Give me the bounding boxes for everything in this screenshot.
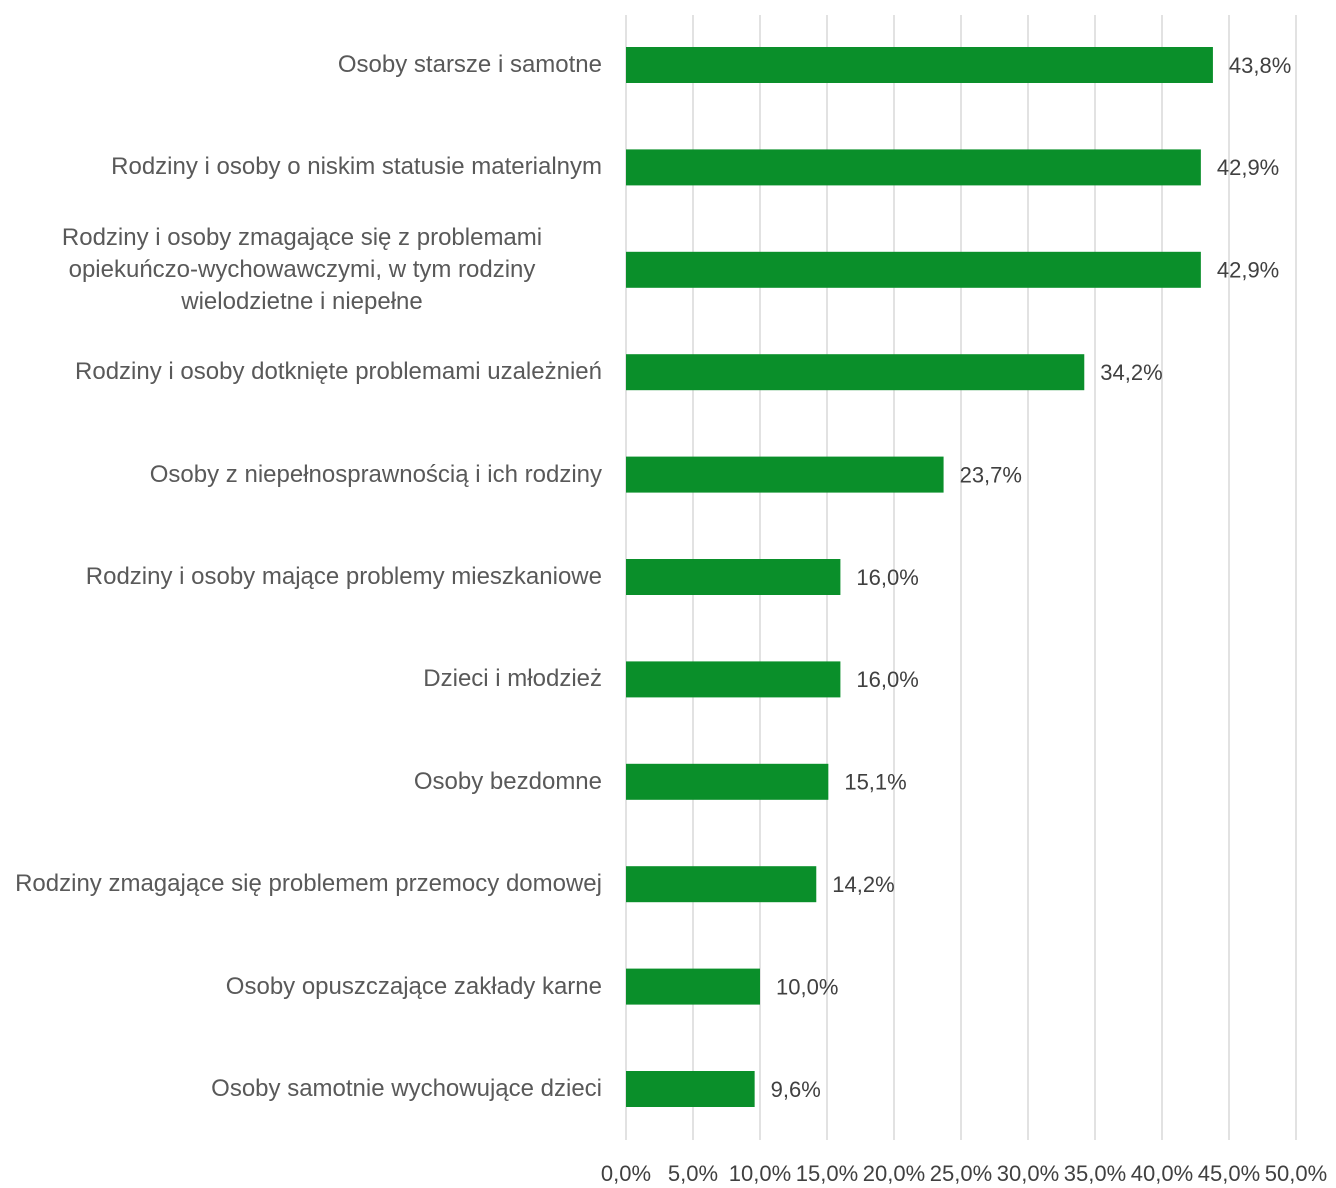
y-tick-label: Rodziny i osoby zmagające się z problema… bbox=[61, 223, 543, 315]
bar bbox=[626, 763, 829, 800]
y-tick-label: Osoby opuszczające zakłady karne bbox=[225, 972, 602, 1000]
x-tick-label: 20,0% bbox=[863, 1161, 925, 1186]
value-label: 16,0% bbox=[856, 667, 918, 692]
bar bbox=[626, 968, 760, 1005]
value-label: 15,1% bbox=[844, 770, 906, 795]
bar bbox=[626, 661, 841, 698]
value-label: 16,0% bbox=[856, 565, 918, 590]
category-label-box: Rodziny zmagające się problemem przemocy… bbox=[0, 834, 602, 934]
x-tick-label: 0,0% bbox=[601, 1161, 651, 1186]
y-tick-label: Rodziny zmagające się problemem przemocy… bbox=[15, 870, 602, 898]
bar bbox=[626, 354, 1085, 391]
value-label: 42,9% bbox=[1217, 258, 1279, 283]
x-tick-label: 35,0% bbox=[1064, 1161, 1126, 1186]
category-label-box: Osoby z niepełnosprawnością i ich rodzin… bbox=[0, 425, 602, 525]
y-tick-label: Osoby z niepełnosprawnością i ich rodzin… bbox=[149, 460, 602, 488]
category-label-box: Osoby samotnie wychowujące dzieci bbox=[0, 1039, 602, 1139]
bar bbox=[626, 559, 841, 595]
category-label-box: Rodziny i osoby zmagające się z problema… bbox=[0, 220, 602, 320]
bar bbox=[626, 47, 1213, 83]
x-tick-label: 15,0% bbox=[796, 1161, 858, 1186]
x-tick-label: 25,0% bbox=[930, 1161, 992, 1186]
bar bbox=[626, 149, 1201, 186]
y-tick-label: Osoby starsze i samotne bbox=[337, 51, 602, 78]
category-label-box: Dzieci i młodzież bbox=[0, 629, 602, 729]
category-label-box: Rodziny i osoby dotknięte problemami uza… bbox=[0, 322, 602, 422]
value-label: 42,9% bbox=[1217, 155, 1279, 180]
bar bbox=[626, 251, 1201, 288]
value-label: 14,2% bbox=[832, 872, 894, 897]
x-tick-label: 10,0% bbox=[729, 1161, 791, 1186]
x-tick-label: 5,0% bbox=[668, 1161, 718, 1186]
value-label: 43,8% bbox=[1229, 53, 1291, 78]
value-label: 10,0% bbox=[776, 974, 838, 999]
y-tick-label: Osoby bezdomne bbox=[413, 767, 602, 795]
category-label-box: Osoby opuszczające zakłady karne bbox=[0, 937, 602, 1037]
value-label: 23,7% bbox=[960, 462, 1022, 487]
y-tick-label: Rodziny i osoby o niskim statusie materi… bbox=[111, 153, 602, 181]
x-tick-label: 40,0% bbox=[1131, 1161, 1193, 1186]
value-label: 34,2% bbox=[1100, 360, 1162, 385]
category-label-box: Rodziny i osoby o niskim statusie materi… bbox=[0, 117, 602, 217]
category-label-box: Osoby bezdomne bbox=[0, 732, 602, 832]
y-tick-label: Rodziny i osoby dotknięte problemami uza… bbox=[75, 358, 602, 386]
bar bbox=[626, 1071, 755, 1107]
bar bbox=[626, 456, 944, 493]
y-tick-label: Osoby samotnie wychowujące dzieci bbox=[211, 1075, 602, 1102]
bar bbox=[626, 866, 817, 903]
x-tick-label: 45,0% bbox=[1198, 1161, 1260, 1186]
y-tick-label: Rodziny i osoby mające problemy mieszkan… bbox=[85, 563, 602, 590]
value-label: 9,6% bbox=[771, 1077, 821, 1102]
y-tick-label: Dzieci i młodzież bbox=[423, 665, 602, 693]
x-tick-label: 50,0% bbox=[1265, 1161, 1327, 1186]
category-label-box: Rodziny i osoby mające problemy mieszkan… bbox=[0, 527, 602, 627]
category-label-box: Osoby starsze i samotne bbox=[0, 15, 602, 115]
x-tick-label: 30,0% bbox=[997, 1161, 1059, 1186]
